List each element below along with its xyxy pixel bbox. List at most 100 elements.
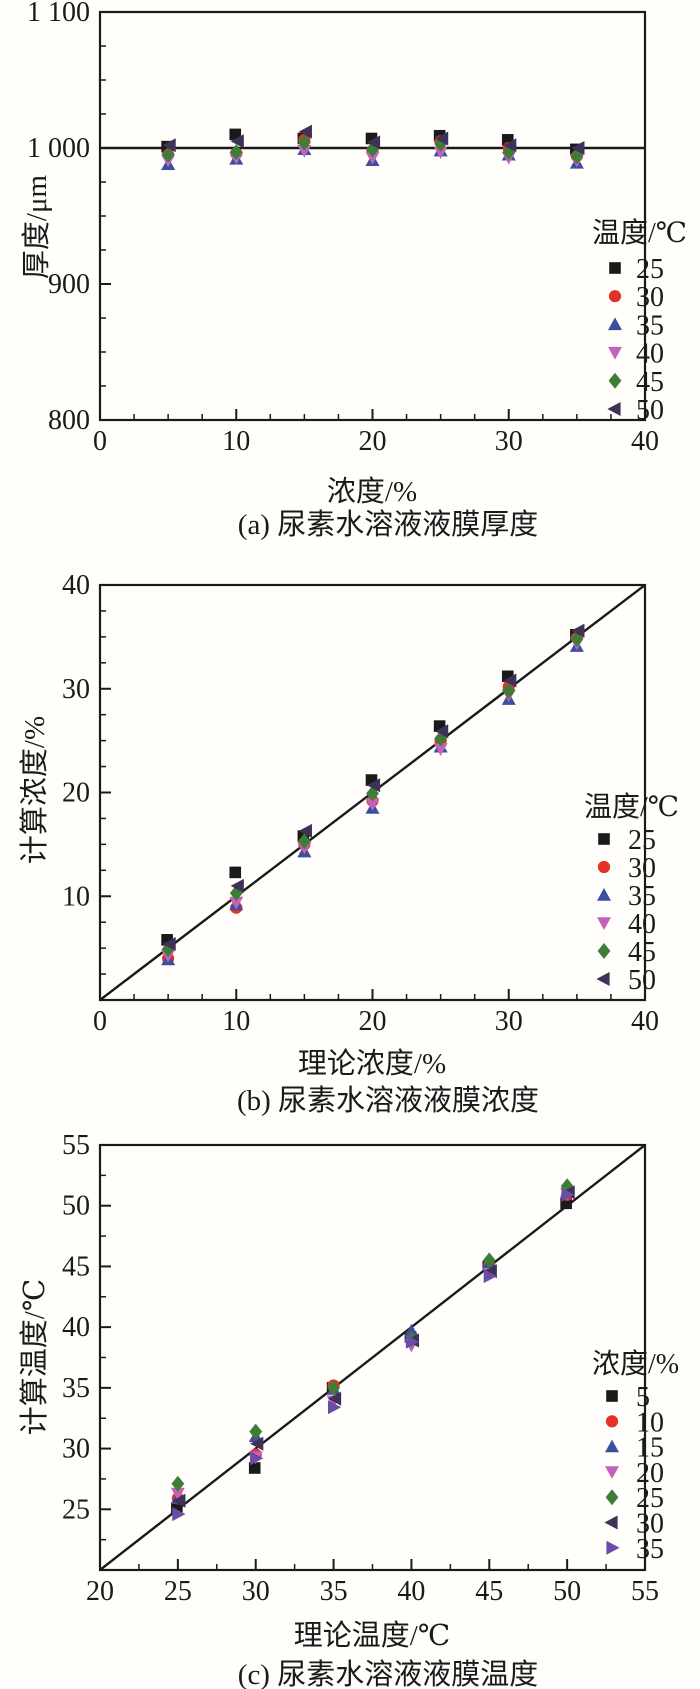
marker-diamond <box>249 1423 263 1440</box>
marker-triangle-left <box>503 138 517 153</box>
caption-a: (a) 尿素水溶液液膜厚度 <box>237 509 539 541</box>
marker-triangle-left <box>366 778 381 793</box>
marker-diamond <box>597 943 611 959</box>
marker-triangle-down <box>433 743 448 756</box>
tick-label: 10 <box>222 426 250 457</box>
tick-label: 0 <box>93 1006 107 1037</box>
tick-label: 55 <box>631 1576 659 1607</box>
legend-title: 浓度/% <box>592 1348 679 1380</box>
legend-label: 25 <box>636 1483 664 1514</box>
marker-triangle-left <box>162 138 176 153</box>
y-axis-title-a: 厚度/μm <box>21 174 53 280</box>
tick-label: 50 <box>553 1576 581 1607</box>
marker-triangle-left <box>230 134 244 149</box>
tick-label: 40 <box>397 1576 425 1607</box>
x-axis-title-c: 理论温度/℃ <box>293 1620 451 1652</box>
series-20 <box>170 1187 575 1501</box>
tick-label: 55 <box>62 1130 90 1161</box>
legend-label: 40 <box>628 909 656 940</box>
marker-triangle-up <box>608 317 622 331</box>
marker-triangle-left <box>366 135 381 150</box>
series-30 <box>172 1185 575 1508</box>
axis-tick-labels: 20 25 30 35 40 45 50 55 25 30 35 40 45 50 55 <box>62 1130 659 1607</box>
tick-label: 900 <box>48 269 90 300</box>
plot-box <box>98 10 647 422</box>
legend-title: 温度/℃ <box>592 217 687 249</box>
marker-triangle-right <box>561 1187 575 1202</box>
marker-diamond <box>229 144 243 161</box>
marker-triangle-up <box>597 888 611 901</box>
legend-label: 30 <box>636 1509 664 1540</box>
tick-label: 10 <box>62 881 90 912</box>
marker-triangle-down <box>365 151 380 165</box>
marker-triangle-down <box>170 1487 185 1501</box>
series-50 <box>162 124 585 155</box>
marker-triangle-right <box>327 1400 342 1415</box>
marker-diamond <box>605 1489 619 1506</box>
axis-ticks <box>99 1144 646 1571</box>
marker-triangle-left <box>596 972 610 986</box>
marker-square <box>365 132 378 145</box>
legend-label: 35 <box>636 1534 664 1565</box>
y-axis-title-b: 计算浓度/% <box>19 715 51 865</box>
marker-triangle-up <box>404 1323 419 1337</box>
reference-line <box>99 1144 646 1571</box>
tick-label: 40 <box>631 426 659 457</box>
x-axis-title-a: 浓度/% <box>326 476 418 508</box>
marker-triangle-right <box>405 1334 420 1349</box>
legend-label: 50 <box>636 395 664 426</box>
axis-ticks <box>99 11 646 421</box>
marker-triangle-left <box>327 1391 342 1406</box>
legend-label: 40 <box>636 339 664 370</box>
marker-circle <box>608 290 622 303</box>
tick-label: 35 <box>62 1373 90 1404</box>
marker-triangle-left <box>162 936 176 951</box>
marker-diamond <box>434 730 448 747</box>
marker-triangle-down <box>597 917 611 930</box>
marker-triangle-down <box>297 145 312 158</box>
marker-diamond <box>161 146 175 163</box>
tick-label: 20 <box>359 426 387 457</box>
series-50 <box>162 623 585 951</box>
legend-label: 10 <box>636 1407 664 1438</box>
legend-label: 15 <box>636 1433 664 1464</box>
marker-square <box>171 1502 183 1514</box>
caption-b: (b) 尿素水溶液液膜浓度 <box>236 1085 540 1117</box>
legend-label: 45 <box>636 367 664 398</box>
tick-label: 20 <box>62 778 90 809</box>
tick-label: 20 <box>86 1576 114 1607</box>
tick-label: 50 <box>62 1191 90 1222</box>
axis-tick-labels: 0 10 20 30 40 800 900 1 000 1 100 <box>27 0 659 457</box>
chart-c: 20 25 30 35 40 45 50 5525303540455055浓度/%510152… <box>62 1130 679 1607</box>
marker-triangle-left <box>172 1493 186 1508</box>
tick-label: 40 <box>62 1312 90 1343</box>
marker-diamond <box>482 1252 496 1269</box>
series-10 <box>171 1188 574 1505</box>
marker-square <box>606 1390 618 1402</box>
marker-triangle-left <box>571 623 585 638</box>
tick-label: 30 <box>495 426 523 457</box>
legend-title: 温度/℃ <box>584 791 679 823</box>
marker-triangle-down <box>605 1466 619 1479</box>
marker-triangle-up <box>605 1439 619 1453</box>
series-25 <box>171 1178 574 1492</box>
tick-label: 40 <box>631 1006 659 1037</box>
marker-triangle-left <box>250 1436 264 1451</box>
marker-triangle-left <box>607 402 621 416</box>
legend-label: 5 <box>636 1382 650 1413</box>
marker-square <box>229 866 242 879</box>
x-axis-title-b: 理论浓度/% <box>297 1048 447 1080</box>
marker-square <box>433 720 446 732</box>
marker-diamond <box>297 134 311 151</box>
tick-label: 1 100 <box>27 0 90 28</box>
legend-label: 30 <box>636 282 664 313</box>
tick-label: 30 <box>62 1434 90 1465</box>
tick-label: 30 <box>242 1576 270 1607</box>
legend-label: 35 <box>636 310 664 341</box>
legend-label: 50 <box>628 965 656 996</box>
